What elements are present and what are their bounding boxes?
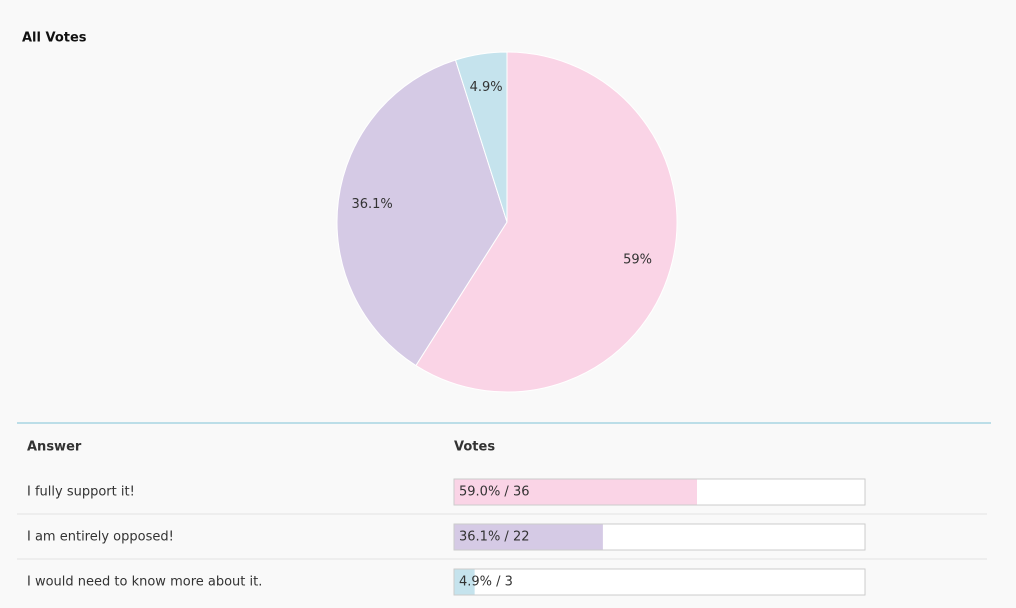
vote-label: 36.1% / 22: [459, 530, 529, 545]
chart-title: All Votes: [22, 31, 87, 46]
pie-slice: [415, 51, 678, 393]
vote-bar-track: [453, 568, 866, 596]
slice-label: 36.1%: [351, 197, 392, 212]
pie-slice: [336, 59, 508, 367]
table-header: Answer: [27, 440, 82, 455]
answer-text: I am entirely opposed!: [27, 530, 174, 545]
answer-text: I fully support it!: [27, 485, 135, 500]
slice-label: 4.9%: [470, 80, 503, 95]
vote-bar: [454, 524, 603, 550]
vote-label: 59.0% / 36: [459, 485, 529, 500]
answer-text: I would need to know more about it.: [27, 575, 262, 590]
slice-label: 59%: [623, 252, 652, 267]
vote-bar: [454, 479, 697, 505]
pie-slice: [454, 51, 508, 223]
vote-label: 4.9% / 3: [459, 575, 513, 590]
vote-bar: [454, 569, 475, 595]
table-header: Votes: [454, 440, 495, 455]
